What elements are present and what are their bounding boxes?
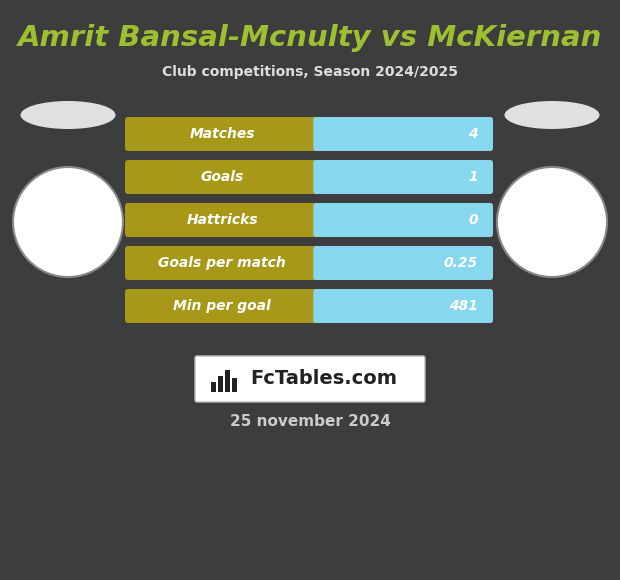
Text: Club competitions, Season 2024/2025: Club competitions, Season 2024/2025: [162, 65, 458, 79]
Circle shape: [13, 167, 123, 277]
Bar: [211, 382, 216, 392]
Ellipse shape: [20, 101, 115, 129]
Text: 4: 4: [468, 127, 478, 141]
Circle shape: [497, 167, 607, 277]
Bar: [218, 376, 223, 392]
FancyBboxPatch shape: [313, 289, 493, 323]
FancyBboxPatch shape: [313, 246, 493, 280]
Text: Goals: Goals: [200, 170, 244, 184]
Ellipse shape: [505, 101, 600, 129]
Text: 481: 481: [449, 299, 478, 313]
Text: Min per goal: Min per goal: [173, 299, 271, 313]
FancyBboxPatch shape: [313, 160, 493, 194]
FancyBboxPatch shape: [125, 246, 493, 280]
FancyBboxPatch shape: [313, 203, 493, 237]
FancyBboxPatch shape: [125, 289, 493, 323]
Text: Amrit Bansal-Mcnulty vs McKiernan: Amrit Bansal-Mcnulty vs McKiernan: [18, 24, 602, 52]
Text: Hattricks: Hattricks: [186, 213, 258, 227]
Text: 1: 1: [468, 170, 478, 184]
FancyBboxPatch shape: [313, 117, 493, 151]
FancyBboxPatch shape: [195, 356, 425, 402]
FancyBboxPatch shape: [125, 117, 493, 151]
FancyBboxPatch shape: [125, 160, 493, 194]
FancyBboxPatch shape: [125, 203, 493, 237]
Text: Goals per match: Goals per match: [158, 256, 286, 270]
Bar: [232, 378, 237, 392]
Text: Matches: Matches: [189, 127, 255, 141]
Bar: [225, 370, 230, 392]
Text: 25 november 2024: 25 november 2024: [229, 415, 391, 430]
Text: FcTables.com: FcTables.com: [250, 369, 397, 389]
Text: 0.25: 0.25: [444, 256, 478, 270]
Text: 0: 0: [468, 213, 478, 227]
